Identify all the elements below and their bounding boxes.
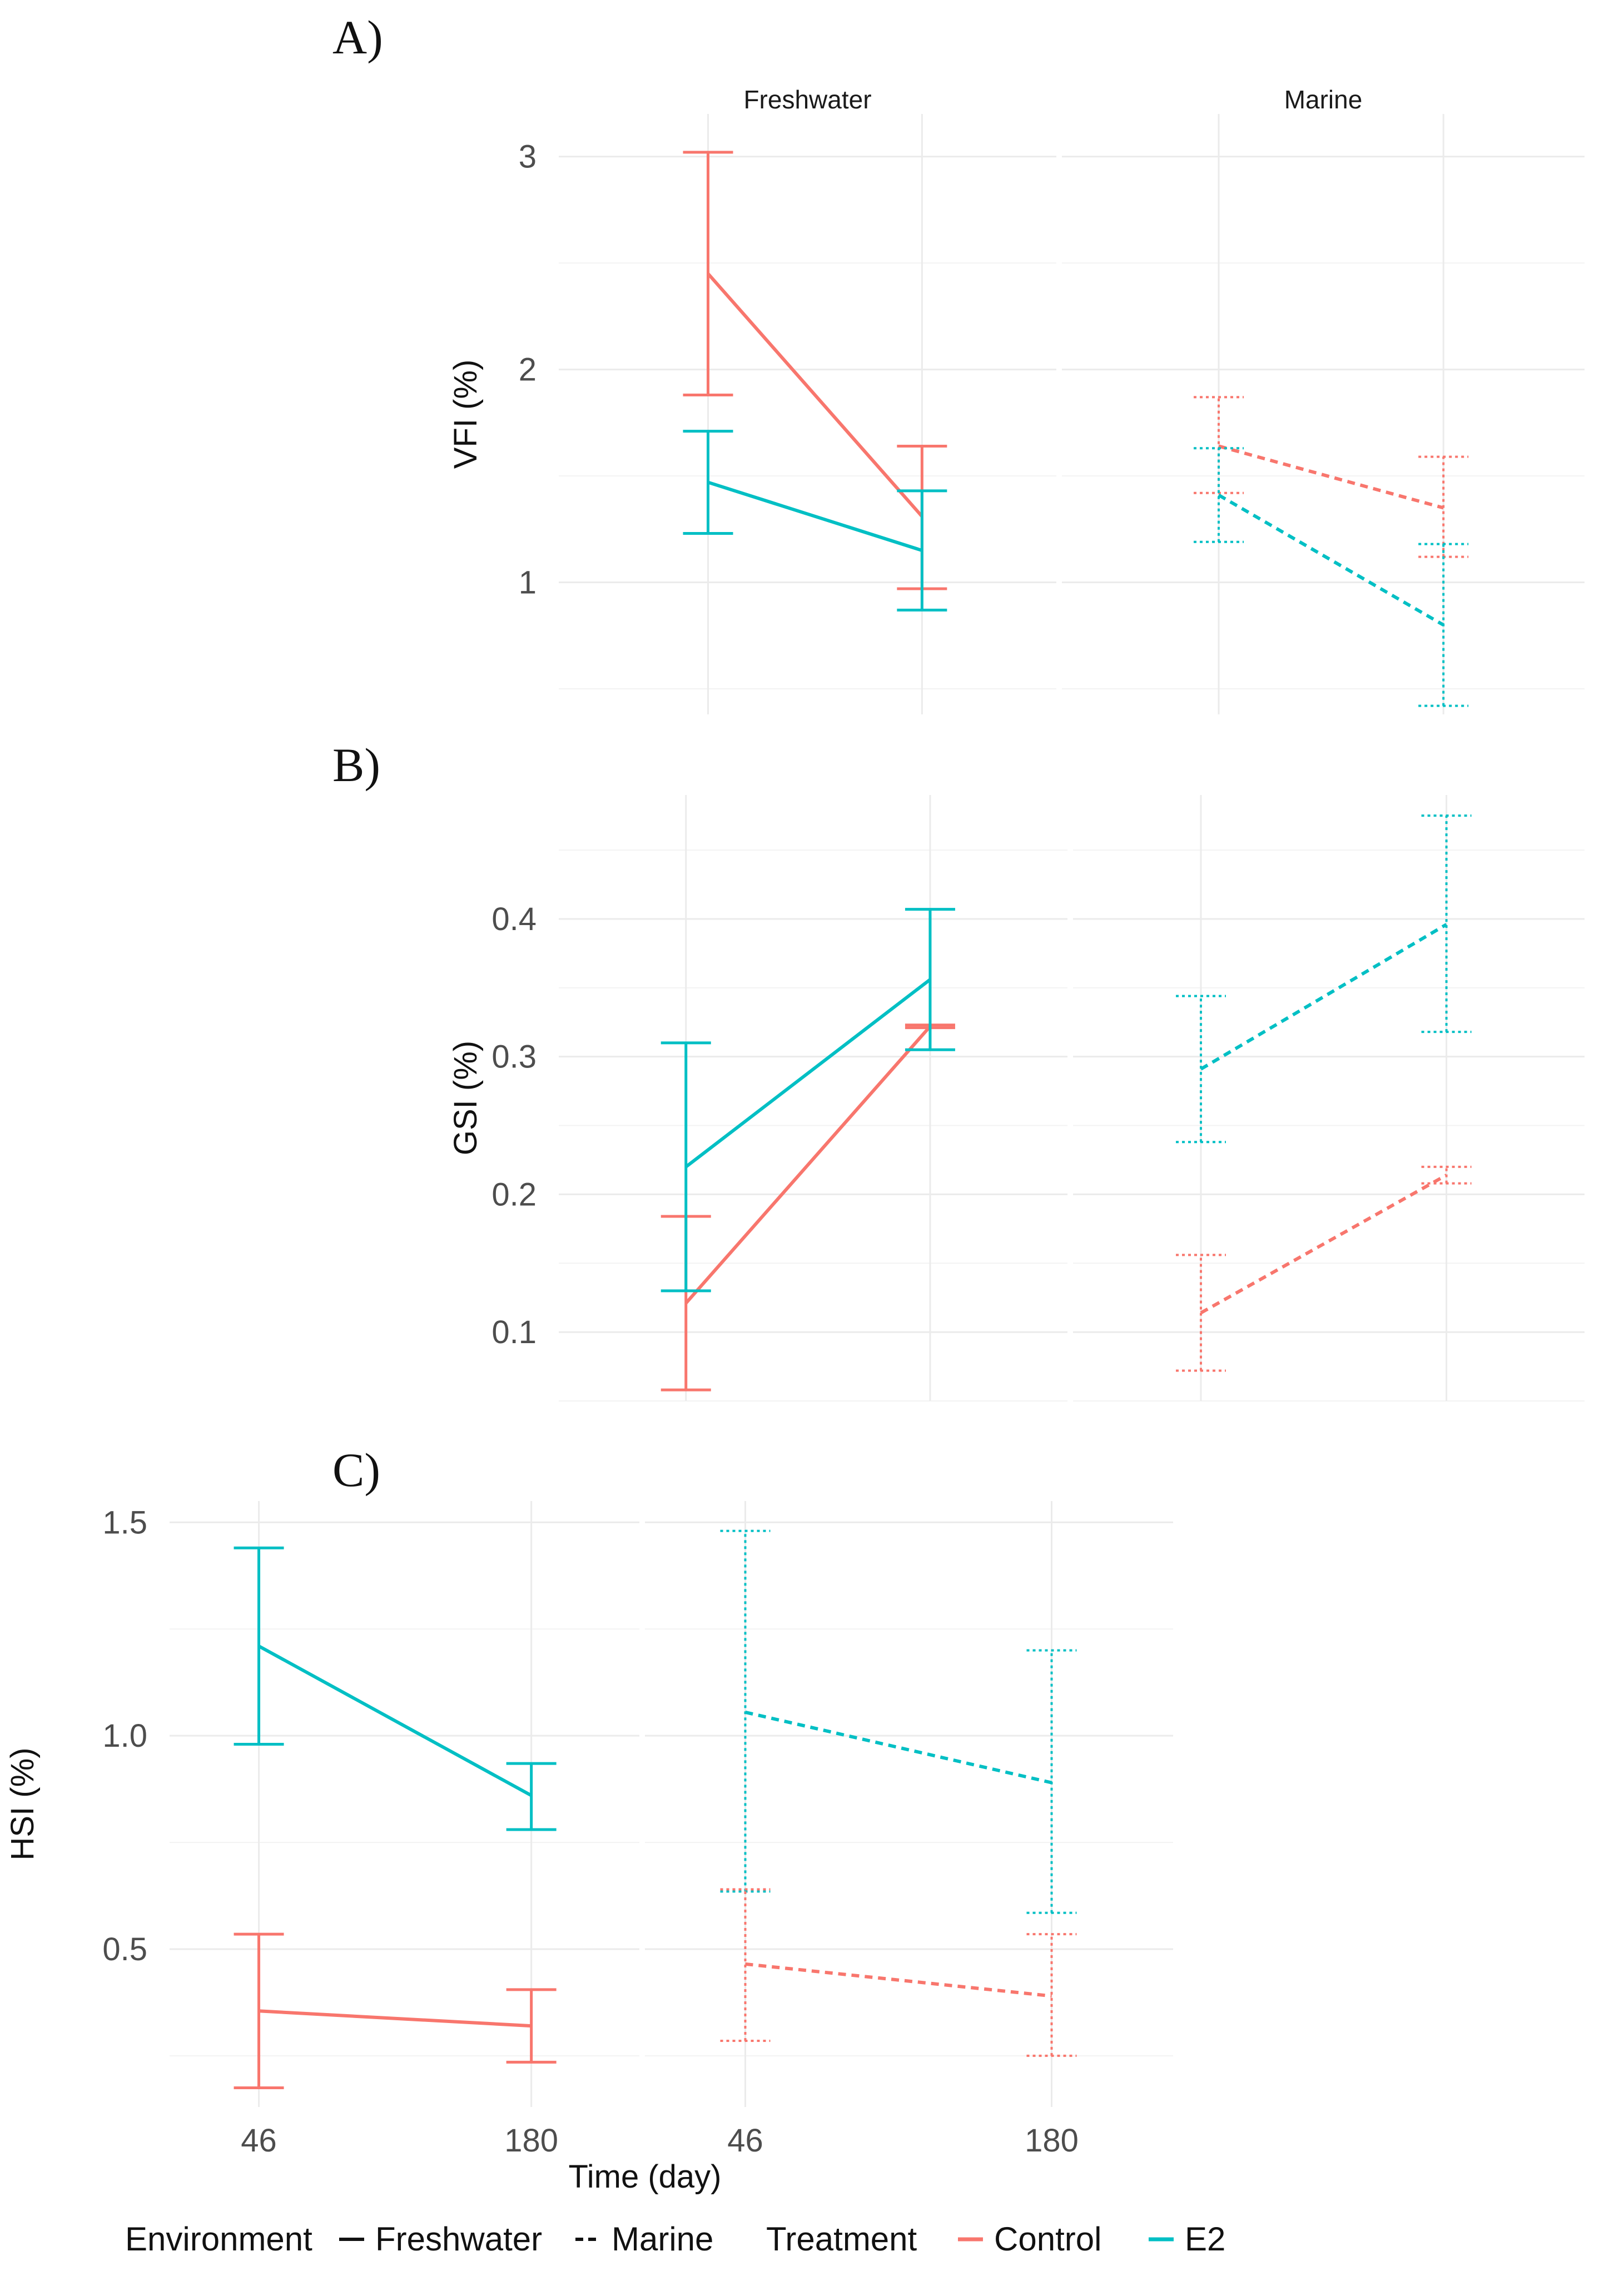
legend-title-environment: Environment bbox=[125, 2220, 312, 2258]
legend-title-treatment: Treatment bbox=[766, 2220, 917, 2258]
y-tick-label: 2 bbox=[519, 352, 537, 388]
series-line bbox=[1200, 1174, 1448, 1315]
series-e2-freshwater bbox=[660, 908, 955, 1293]
panel-c: C) 46 180 46 180 0.5 1.0 1.5 HSI (%) Time (day) bbox=[4, 1443, 1173, 2195]
legend-label: Freshwater bbox=[375, 2220, 542, 2258]
x-tick-label: 180 bbox=[504, 2123, 558, 2159]
legend-item-marine: Marine bbox=[575, 2220, 713, 2258]
series-line bbox=[258, 1644, 533, 1797]
series-line bbox=[707, 272, 923, 518]
y-axis-title: HSI (%) bbox=[4, 1748, 41, 1861]
legend: Environment Freshwater Marine Treatment Cont… bbox=[125, 2220, 1225, 2258]
facet-strip-label: Marine bbox=[1284, 85, 1363, 114]
facet-freshwater: Freshwater bbox=[559, 85, 1056, 714]
series-control-marine bbox=[720, 1888, 1077, 2057]
y-tick-label: 0.3 bbox=[491, 1039, 537, 1075]
series-line bbox=[1218, 444, 1444, 510]
error-bar bbox=[1194, 447, 1244, 543]
error-bar bbox=[1026, 1933, 1077, 2057]
x-tick-label: 46 bbox=[727, 2123, 763, 2159]
y-tick-label: 0.2 bbox=[491, 1176, 537, 1212]
y-tick-label: 1.5 bbox=[102, 1504, 147, 1540]
y-tick-label: 1.0 bbox=[102, 1718, 147, 1754]
facet-marine: 46 180 bbox=[645, 1501, 1173, 2159]
series-e2-marine bbox=[1176, 814, 1472, 1144]
panel-label: A) bbox=[332, 11, 383, 64]
series-control-marine bbox=[1194, 396, 1469, 558]
facet-marine: Marine bbox=[1062, 85, 1585, 714]
series-control-freshwater bbox=[234, 1932, 557, 2089]
x-tick-label: 46 bbox=[241, 2123, 277, 2159]
series-control-freshwater bbox=[683, 151, 947, 590]
legend-item-freshwater: Freshwater bbox=[339, 2220, 542, 2258]
panel-b: B) 0.1 0.2 0.3 0.4 GSI (%) bbox=[332, 738, 1585, 1402]
x-tick-label: 180 bbox=[1025, 2123, 1079, 2159]
series-e2-freshwater bbox=[683, 430, 947, 612]
panel-label: C) bbox=[332, 1443, 380, 1497]
x-axis-title: Time (day) bbox=[569, 2159, 722, 2195]
series-control-marine bbox=[1176, 1165, 1472, 1372]
error-bar bbox=[506, 1762, 557, 1831]
error-bar bbox=[1026, 1649, 1077, 1914]
series-line bbox=[745, 1962, 1052, 1998]
facet-marine bbox=[1073, 795, 1585, 1402]
y-tick-label: 3 bbox=[519, 139, 537, 175]
error-bar bbox=[1421, 1165, 1472, 1185]
panel-label: B) bbox=[332, 738, 380, 792]
y-tick-label: 0.5 bbox=[102, 1931, 147, 1967]
series-e2-freshwater bbox=[234, 1546, 557, 1831]
series-line bbox=[744, 1711, 1052, 1785]
series-line bbox=[684, 978, 931, 1169]
y-tick-label: 1 bbox=[519, 565, 537, 601]
legend-item-control: Control bbox=[958, 2220, 1101, 2258]
error-bar bbox=[234, 1932, 284, 2089]
error-bar bbox=[1421, 814, 1472, 1033]
facet-freshwater: 46 180 bbox=[170, 1501, 639, 2159]
series-line bbox=[1200, 923, 1448, 1071]
series-line bbox=[1218, 493, 1444, 627]
series-e2-marine bbox=[1194, 447, 1469, 707]
legend-item-e2: E2 bbox=[1149, 2220, 1225, 2258]
panel-a: A) Freshwater Marine 1 2 3 VFI (%) bbox=[332, 11, 1585, 714]
y-tick-label: 0.1 bbox=[491, 1314, 537, 1350]
legend-label: Control bbox=[994, 2220, 1101, 2258]
series-line bbox=[259, 2009, 532, 2028]
facet-strip-label: Freshwater bbox=[743, 85, 871, 114]
series-control-freshwater bbox=[660, 1023, 955, 1392]
legend-label: E2 bbox=[1185, 2220, 1225, 2258]
error-bar bbox=[1176, 1254, 1226, 1372]
y-tick-label: 0.4 bbox=[491, 901, 537, 937]
series-line bbox=[707, 480, 923, 552]
y-axis-title: GSI (%) bbox=[448, 1041, 484, 1155]
facet-freshwater bbox=[559, 795, 1067, 1402]
series-e2-marine bbox=[720, 1529, 1077, 1914]
y-axis-title: VFI (%) bbox=[448, 360, 484, 469]
error-bar bbox=[1176, 995, 1226, 1144]
legend-label: Marine bbox=[612, 2220, 713, 2258]
series-line bbox=[684, 1025, 932, 1305]
